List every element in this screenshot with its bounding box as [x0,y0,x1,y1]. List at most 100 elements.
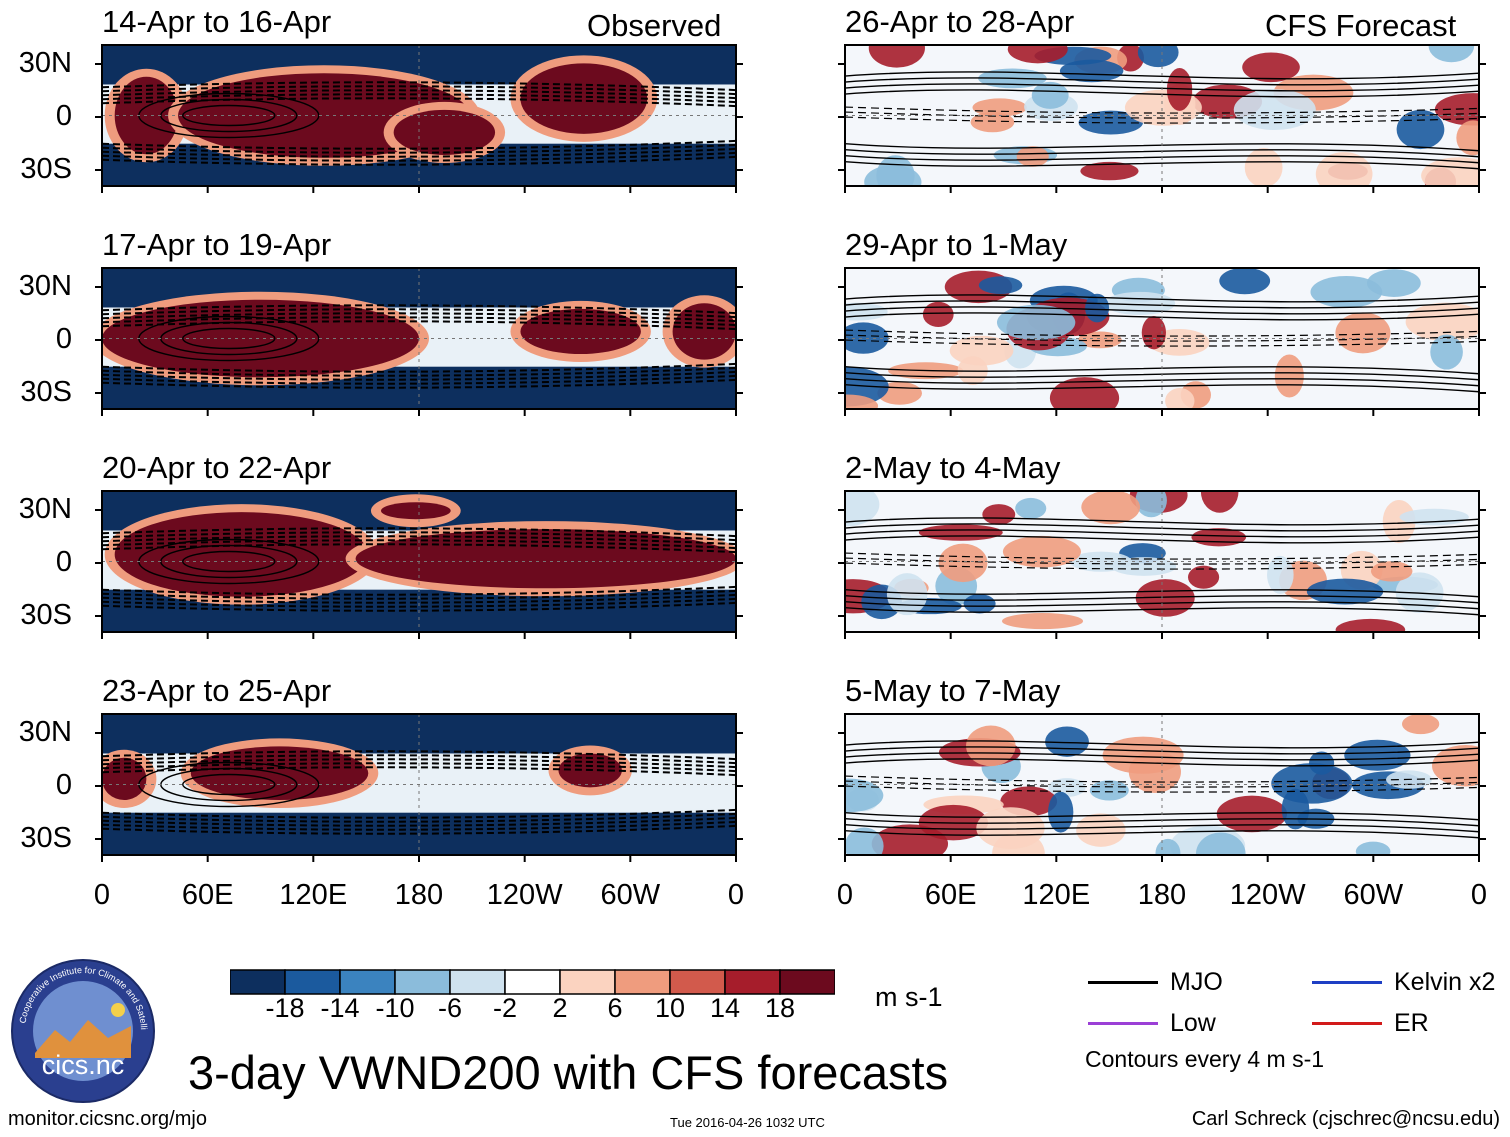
forecast-anomaly [966,725,1016,767]
legend-label: Kelvin x2 [1394,968,1496,996]
contour-dashed [845,334,1479,342]
anomaly-core [102,299,419,378]
forecast-anomaly [1165,388,1195,409]
contour-dashed [102,308,736,319]
anomaly-core [380,502,451,520]
contour-dashed [102,824,736,835]
colorbar-tick-label: 14 [709,993,741,1023]
contour-dashed [845,111,1479,119]
contour-solid [845,77,1479,86]
contour-dashed [102,362,736,373]
contour-solid [845,529,1479,538]
contour-solid [845,155,1479,164]
contour-solid [845,312,1479,321]
contour-dashed [102,762,736,773]
y-tick-label: 0 [55,323,72,355]
x-tick-label: 180 [394,879,444,911]
contour-solid [845,595,1479,604]
contour-dashed [102,601,736,612]
contour-solid [182,550,276,573]
legend-line [1312,1022,1382,1025]
contour-solid [845,758,1479,767]
contour-solid [845,523,1479,532]
forecast-anomaly [1049,377,1120,409]
x-tick-label: 60W [1343,879,1404,911]
forecast-anomaly [845,394,879,409]
contour-solid [845,746,1479,755]
contour-solid [845,384,1479,393]
colorbar-tick-label: -2 [492,993,518,1023]
y-tick-label: 30S [20,822,72,854]
forecast-anomaly [1335,618,1406,632]
forecast-panel-2 [838,267,1486,416]
forecast-anomaly [1195,832,1246,855]
contour-dashed [102,155,736,166]
forecast-anomaly [1233,89,1316,131]
forecast-anomaly [970,111,1015,133]
forecast-anomaly [938,543,988,583]
contour-dashed [102,539,736,550]
contour-solid [182,327,276,350]
contour-solid [845,812,1479,821]
forecast-anomaly [1355,841,1391,855]
y-tick-label: 30N [18,493,72,525]
forecast-panel-3 [838,490,1486,639]
colorbar-segment [779,969,835,995]
legend-label: Low [1170,1009,1216,1037]
forecast-anomaly [1031,81,1069,109]
contour-solid [845,535,1479,544]
legend-label: ER [1394,1009,1429,1037]
forecast-anomaly [1081,491,1141,525]
anomaly-core [672,303,736,360]
y-tick-label: 30S [20,153,72,185]
forecast-anomaly [1200,491,1239,513]
contour-dashed [102,147,736,158]
contour-solid [845,71,1479,80]
colorbar-segment [504,969,561,995]
x-tick-label: 0 [836,879,854,911]
contour-dashed [102,535,736,546]
forecast-anomaly [1370,561,1413,582]
forecast-anomaly [1430,334,1463,370]
contour-solid [845,372,1479,381]
contour-dashed [102,531,736,542]
contour-dashed [845,557,1479,565]
contour-solid [845,589,1479,598]
forecast-anomaly [1306,578,1384,605]
forecast-anomaly [1271,763,1353,804]
forecast-anomaly [1076,813,1126,847]
logo-sun [111,1003,125,1017]
forecast-anomaly [1456,120,1479,156]
x-tick-label: 120E [1022,879,1091,911]
forecast-anomaly [1135,579,1195,617]
contour-solid [845,161,1479,170]
forecast-anomaly [1242,52,1300,83]
anomaly-core [355,529,736,589]
forecast-anomaly [922,301,954,327]
forecast-anomaly [982,504,1016,525]
forecast-anomaly [1219,268,1271,295]
contour-solid [845,294,1479,303]
contour-dashed [102,585,736,596]
forecast-anomaly [1191,528,1247,547]
forecast-anomaly [918,524,1003,541]
contour-solid [845,752,1479,761]
forecast-anomaly [1135,491,1167,518]
x-tick-label: 0 [93,879,111,911]
contour-dashed [102,85,736,96]
legend-line [1088,981,1158,984]
forecast-period-title: 5-May to 7-May [845,673,1061,708]
contour-dashed [845,329,1479,337]
contour-dashed [102,808,736,819]
forecast-anomaly [845,778,884,813]
forecast-anomaly [1137,45,1179,68]
forecast-anomaly [845,491,880,527]
contour-solid [845,517,1479,526]
forecast-anomaly [1015,497,1047,519]
forecast-anomaly [1216,795,1288,833]
contour-solid [182,104,276,127]
contour-solid [845,824,1479,833]
forecast-anomaly [845,827,884,855]
contour-dashed [102,304,736,315]
